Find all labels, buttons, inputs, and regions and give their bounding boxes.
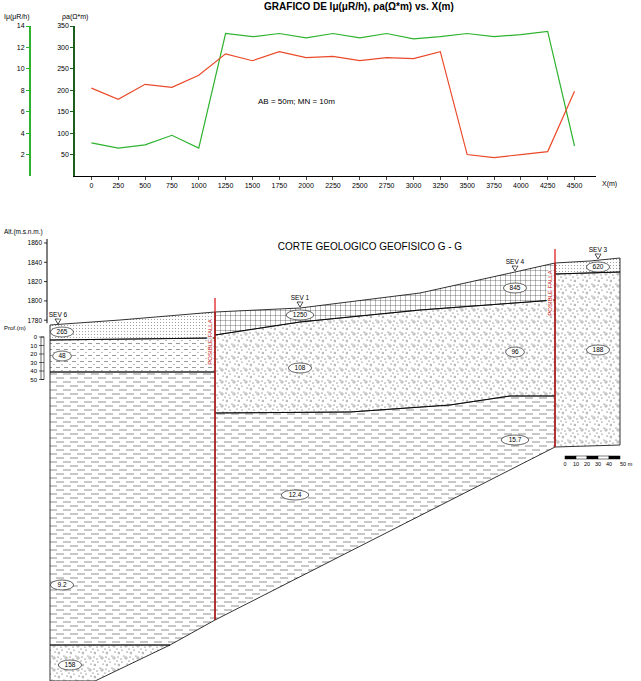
svg-text:4500: 4500 <box>567 182 583 189</box>
svg-text:50 m: 50 m <box>620 461 633 467</box>
svg-text:620: 620 <box>593 263 604 270</box>
svg-text:3750: 3750 <box>486 182 502 189</box>
svg-text:1250: 1250 <box>293 311 308 318</box>
svg-text:1820: 1820 <box>28 278 43 285</box>
svg-text:3250: 3250 <box>433 182 449 189</box>
svg-text:12: 12 <box>17 44 25 51</box>
svg-text:158: 158 <box>65 661 76 668</box>
svg-text:4: 4 <box>21 130 25 137</box>
svg-text:2: 2 <box>21 151 25 158</box>
svg-text:250: 250 <box>112 182 124 189</box>
svg-text:15.7: 15.7 <box>509 436 522 443</box>
svg-text:GRAFICO DE Iμ(μR/h), ρa(Ω*m) v: GRAFICO DE Iμ(μR/h), ρa(Ω*m) vs. X(m) <box>264 1 454 12</box>
svg-text:845: 845 <box>510 284 521 291</box>
svg-text:9.2: 9.2 <box>57 581 66 588</box>
svg-text:10: 10 <box>17 65 25 72</box>
svg-text:20: 20 <box>584 461 590 467</box>
svg-text:10: 10 <box>30 343 37 349</box>
svg-text:POSIBLE FALLA: POSIBLE FALLA <box>547 270 553 315</box>
svg-text:SEV 4: SEV 4 <box>506 258 525 265</box>
svg-text:POSIBLE FALLA: POSIBLE FALLA <box>207 319 213 364</box>
svg-text:ρa(Ω*m): ρa(Ω*m) <box>62 13 88 21</box>
svg-text:SEV 1: SEV 1 <box>291 294 310 301</box>
svg-text:AB = 50m; MN = 10m: AB = 50m; MN = 10m <box>258 97 335 106</box>
svg-text:3000: 3000 <box>406 182 422 189</box>
svg-text:30: 30 <box>30 360 37 366</box>
svg-text:50: 50 <box>61 151 69 158</box>
svg-text:50: 50 <box>30 377 37 383</box>
svg-text:1860: 1860 <box>28 239 43 246</box>
svg-text:1000: 1000 <box>191 182 207 189</box>
svg-text:Alt.(m.s.n.m.): Alt.(m.s.n.m.) <box>4 228 43 236</box>
svg-text:1500: 1500 <box>245 182 261 189</box>
svg-text:14: 14 <box>17 22 25 29</box>
svg-text:250: 250 <box>57 65 69 72</box>
svg-text:0: 0 <box>34 334 38 340</box>
svg-text:1780: 1780 <box>28 317 43 324</box>
svg-text:2750: 2750 <box>379 182 395 189</box>
svg-text:3500: 3500 <box>459 182 475 189</box>
svg-text:350: 350 <box>57 22 69 29</box>
svg-text:1800: 1800 <box>28 297 43 304</box>
svg-text:SEV 3: SEV 3 <box>589 246 608 253</box>
svg-text:2000: 2000 <box>298 182 314 189</box>
svg-text:0: 0 <box>89 182 93 189</box>
svg-text:4000: 4000 <box>513 182 529 189</box>
svg-text:8: 8 <box>21 87 25 94</box>
svg-text:108: 108 <box>295 364 306 371</box>
svg-text:1250: 1250 <box>218 182 234 189</box>
svg-text:40: 40 <box>30 368 37 374</box>
svg-text:265: 265 <box>57 328 68 335</box>
svg-text:96: 96 <box>511 348 519 355</box>
svg-text:48: 48 <box>58 352 66 359</box>
svg-text:X(m): X(m) <box>602 180 617 188</box>
svg-text:40: 40 <box>606 461 612 467</box>
svg-text:188: 188 <box>593 346 604 353</box>
svg-text:10: 10 <box>573 461 579 467</box>
svg-text:200: 200 <box>57 87 69 94</box>
svg-text:4250: 4250 <box>540 182 556 189</box>
svg-text:SEV 6: SEV 6 <box>49 311 68 318</box>
svg-text:1750: 1750 <box>271 182 287 189</box>
svg-text:12.4: 12.4 <box>289 491 302 498</box>
svg-text:6: 6 <box>21 108 25 115</box>
svg-text:1840: 1840 <box>28 259 43 266</box>
svg-text:2500: 2500 <box>352 182 368 189</box>
svg-text:Iμ(μR/h): Iμ(μR/h) <box>4 13 30 21</box>
svg-text:100: 100 <box>57 130 69 137</box>
svg-text:500: 500 <box>139 182 151 189</box>
svg-text:2250: 2250 <box>325 182 341 189</box>
svg-text:0: 0 <box>563 461 566 467</box>
svg-text:Prof.(m): Prof.(m) <box>4 325 26 331</box>
svg-text:750: 750 <box>166 182 178 189</box>
svg-text:CORTE GEOLOGICO GEOFISICO G -: CORTE GEOLOGICO GEOFISICO G - G <box>278 241 463 252</box>
svg-text:150: 150 <box>57 108 69 115</box>
svg-text:20: 20 <box>30 351 37 357</box>
svg-text:30: 30 <box>595 461 601 467</box>
svg-text:300: 300 <box>57 44 69 51</box>
